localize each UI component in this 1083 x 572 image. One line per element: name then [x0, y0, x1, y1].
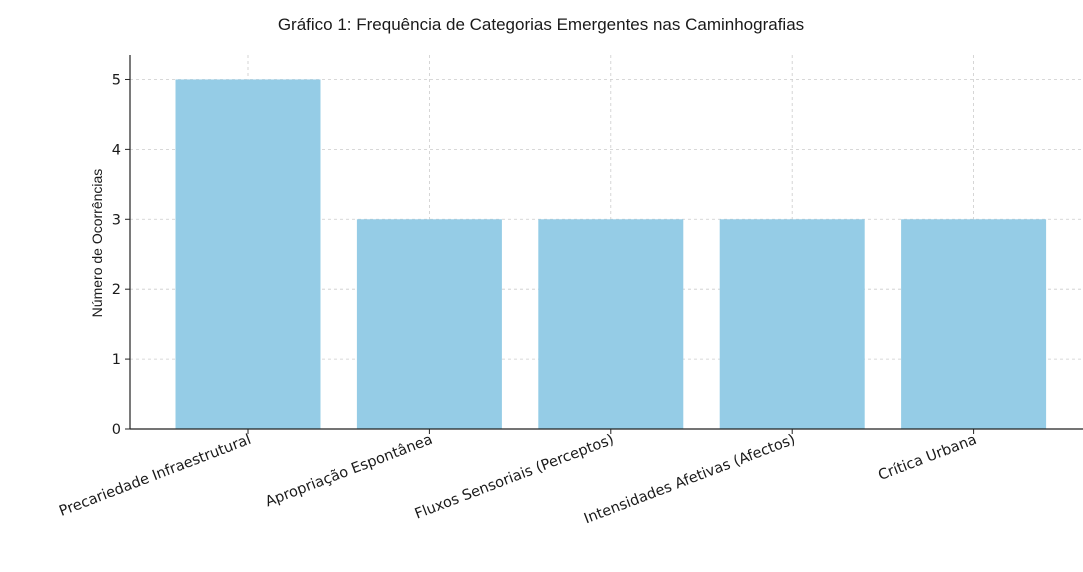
bar — [719, 219, 865, 429]
y-tick-label: 1 — [112, 352, 121, 368]
bar — [901, 219, 1047, 429]
y-tick-label: 5 — [112, 72, 121, 88]
y-tick-label: 3 — [112, 212, 121, 228]
x-tick-label: Crítica Urbana — [876, 432, 979, 484]
bars — [175, 79, 1047, 430]
x-tick-label: Precariedade Infraestrutural — [57, 432, 253, 520]
chart-title: Gráfico 1: Frequência de Categorias Emer… — [278, 15, 804, 34]
y-axis-label: Número de Ocorrências — [89, 169, 105, 318]
y-tick-label: 4 — [112, 142, 121, 158]
x-tick-label: Fluxos Sensoriais (Perceptos) — [413, 432, 617, 523]
bar — [356, 219, 502, 429]
x-tick-labels: Precariedade Infraestrutural Apropriação … — [57, 432, 979, 528]
x-tick-label: Apropriação Espontânea — [263, 432, 435, 511]
y-tick-label: 0 — [112, 422, 121, 438]
y-tick-labels: 0 1 2 3 4 5 — [112, 72, 121, 438]
bar — [175, 79, 321, 430]
bar — [538, 219, 684, 429]
axes — [125, 55, 1083, 434]
y-tick-label: 2 — [112, 282, 121, 298]
